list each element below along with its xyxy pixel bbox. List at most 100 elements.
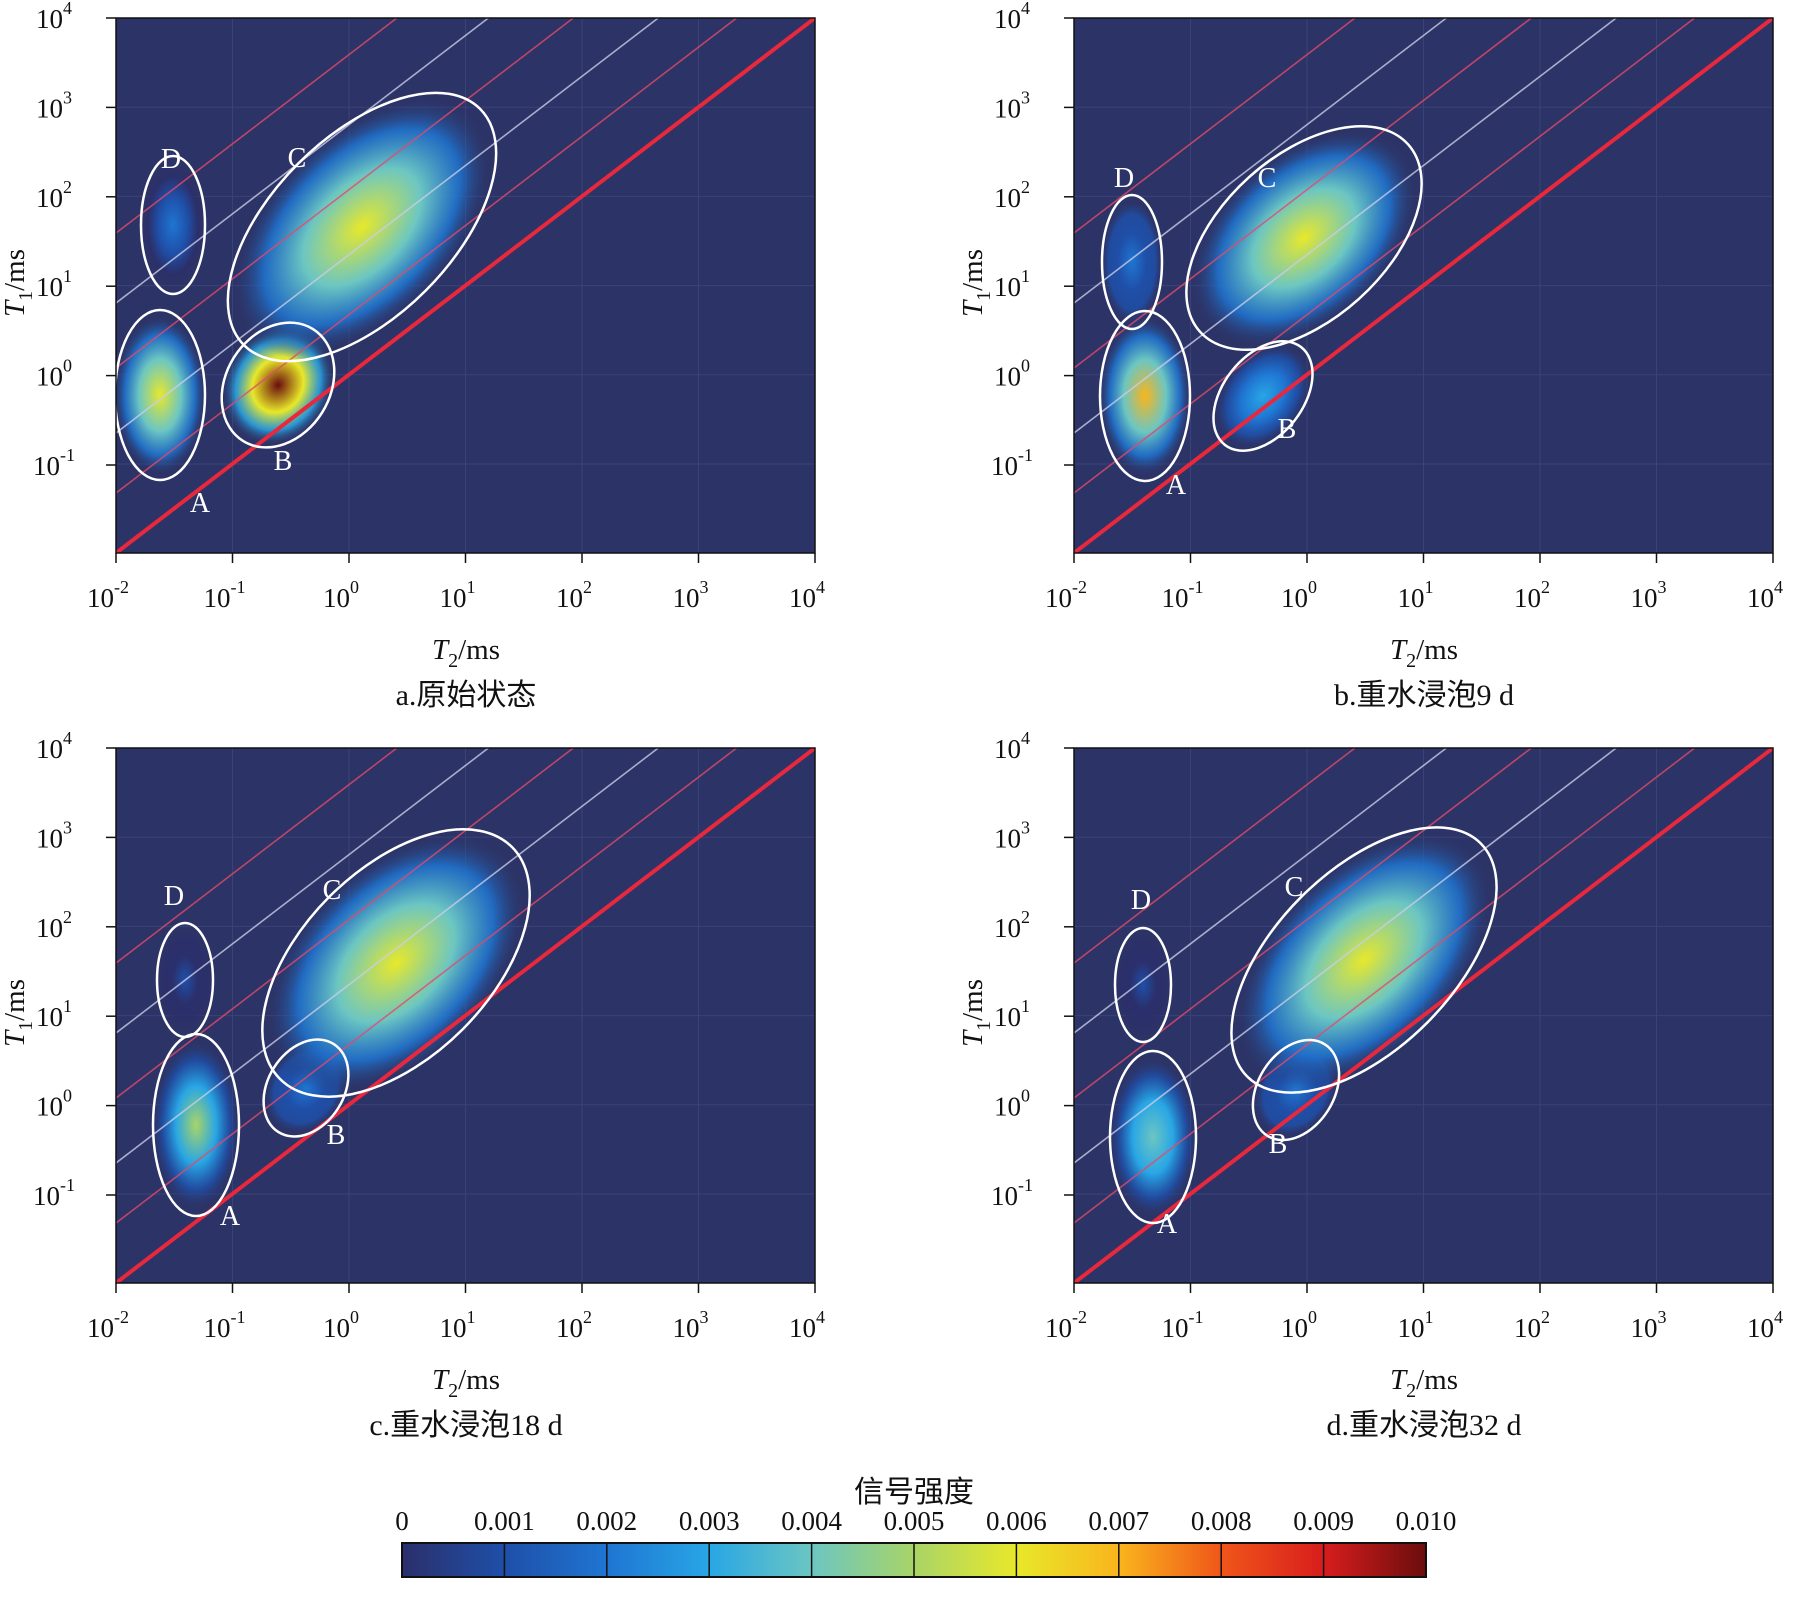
signal-blob-B — [1213, 342, 1313, 450]
signal-blob-D — [1100, 198, 1164, 326]
panel-caption: b.重水浸泡9 d — [1334, 679, 1514, 712]
x-tick-label: 10-2 — [87, 1307, 129, 1343]
x-tick-label: 103 — [1631, 1307, 1667, 1343]
y-tick-label: 103 — [994, 817, 1030, 853]
x-tick-label: 100 — [1281, 1307, 1317, 1343]
x-tick-label: 102 — [1514, 1307, 1550, 1343]
panel-b: A B C D 10-2 10-1 100 101 102 103 104 10-1 100 101 102… — [957, 0, 1783, 712]
region-ellipse-A — [1098, 309, 1192, 483]
x-tick-label: 104 — [789, 1307, 825, 1343]
region-label-B: B — [327, 1120, 346, 1151]
panel-caption: a.原始状态 — [396, 679, 537, 712]
diagonal-line — [116, 18, 815, 553]
ratio-line — [1074, 18, 1618, 434]
x-tick-label: 104 — [1747, 1307, 1783, 1343]
y-tick-label: 101 — [994, 266, 1030, 302]
y-tick-label: 10-1 — [991, 445, 1033, 481]
signal-blob-C — [1234, 830, 1494, 1090]
y-tick-label: 104 — [994, 0, 1030, 34]
y-tick-label: 104 — [994, 728, 1030, 764]
colorbar-tick-label: 0.008 — [1191, 1506, 1252, 1536]
ratio-line — [1074, 748, 1618, 1164]
x-tick-label: 101 — [440, 1307, 476, 1343]
region-label-C: C — [323, 875, 342, 906]
y-tick-label: 10-1 — [991, 1175, 1033, 1211]
y-tick-label: 100 — [36, 1086, 72, 1122]
region-ellipse-C — [226, 91, 498, 363]
x-tick-label: 103 — [673, 577, 709, 613]
colorbar-tick-label: 0.009 — [1293, 1506, 1354, 1536]
y-tick-label: 100 — [994, 1086, 1030, 1122]
colorbar-tick-label: 0.007 — [1088, 1506, 1149, 1536]
signal-blob-C — [231, 96, 493, 358]
ratio-line — [116, 18, 399, 234]
signal-blob-A — [150, 1038, 242, 1212]
region-ellipse-D — [1113, 926, 1173, 1044]
region-label-C: C — [288, 143, 307, 174]
region-ellipse-A — [1108, 1049, 1198, 1225]
region-label-B: B — [1269, 1129, 1288, 1160]
x-tick-label: 103 — [673, 1307, 709, 1343]
ratio-line — [1074, 748, 1357, 964]
signal-blob-C — [1189, 128, 1419, 348]
x-tick-label: 104 — [789, 577, 825, 613]
x-tick-label: 100 — [1281, 577, 1317, 613]
x-tick-label: 100 — [323, 1307, 359, 1343]
colorbar: 信号强度 0 0.001 0.002 0.003 0.004 0.005 0.006 0.007… — [395, 1476, 1457, 1578]
y-tick-label: 100 — [994, 356, 1030, 392]
signal-blob-D — [139, 159, 207, 291]
y-tick-label: 102 — [36, 177, 72, 213]
signal-blob-A — [116, 314, 208, 476]
x-tick-label: 10-1 — [1162, 577, 1204, 613]
y-axis-label: T1/ms — [0, 979, 37, 1047]
colorbar-tick-label: 0 — [395, 1506, 409, 1536]
region-ellipse-B — [220, 321, 336, 449]
y-tick-label: 102 — [994, 907, 1030, 943]
panels: A B C D 10-2 10-1 100 101 102 103 104 10-1 100 101 102… — [0, 0, 1783, 1442]
region-ellipse-D — [1100, 193, 1164, 331]
region-label-A: A — [190, 488, 211, 519]
ratio-line — [116, 18, 490, 304]
y-tick-label: 104 — [36, 0, 72, 34]
y-tick-label: 10-1 — [33, 1175, 75, 1211]
colorbar-tick-label: 0.006 — [986, 1506, 1047, 1536]
y-axis-label: T1/ms — [957, 979, 995, 1047]
x-tick-label: 103 — [1631, 577, 1667, 613]
panel-caption: d.重水浸泡32 d — [1327, 1409, 1522, 1442]
x-axis-label: T2/ms — [1390, 634, 1458, 672]
region-ellipse-B — [1212, 340, 1314, 452]
x-tick-label: 10-1 — [204, 1307, 246, 1343]
region-ellipse-C — [261, 828, 531, 1098]
x-tick-label: 10-2 — [1045, 577, 1087, 613]
y-tick-label: 100 — [36, 356, 72, 392]
ratio-line — [116, 18, 575, 369]
y-tick-label: 102 — [36, 907, 72, 943]
ratio-line — [1074, 18, 1357, 234]
region-ellipse-C — [1230, 826, 1498, 1094]
region-label-A: A — [1157, 1209, 1178, 1240]
y-tick-label: 101 — [36, 996, 72, 1032]
ratio-line — [116, 748, 490, 1034]
panel-c: A B C D 10-2 10-1 100 101 102 103 104 10-1 100 101 102… — [0, 728, 825, 1442]
x-tick-label: 10-2 — [1045, 1307, 1087, 1343]
ratio-line — [1074, 748, 1696, 1224]
y-axis-label: T1/ms — [0, 249, 37, 317]
region-label-B: B — [274, 446, 293, 477]
x-axis-label: T2/ms — [1390, 1364, 1458, 1402]
y-axis-label: T1/ms — [957, 249, 995, 317]
ratio-line — [116, 18, 660, 434]
region-ellipse-B — [1251, 1038, 1341, 1142]
colorbar-tick-label: 0.010 — [1396, 1506, 1457, 1536]
ratio-line — [1074, 748, 1533, 1099]
region-ellipse-D — [155, 921, 215, 1039]
colorbar-title: 信号强度 — [854, 1476, 974, 1509]
panel-d: A B C D 10-2 10-1 100 101 102 103 104 10-1 100 101 102… — [957, 728, 1783, 1442]
panel-a: A B C D 10-2 10-1 100 101 102 103 104 10-1 100 101 102… — [0, 0, 825, 712]
region-label-C: C — [1258, 163, 1277, 194]
x-tick-label: 102 — [556, 1307, 592, 1343]
colorbar-tick-label: 0.002 — [576, 1506, 637, 1536]
region-label-D: D — [1114, 163, 1134, 194]
x-tick-label: 101 — [1398, 1307, 1434, 1343]
region-ellipse-B — [262, 1038, 350, 1138]
